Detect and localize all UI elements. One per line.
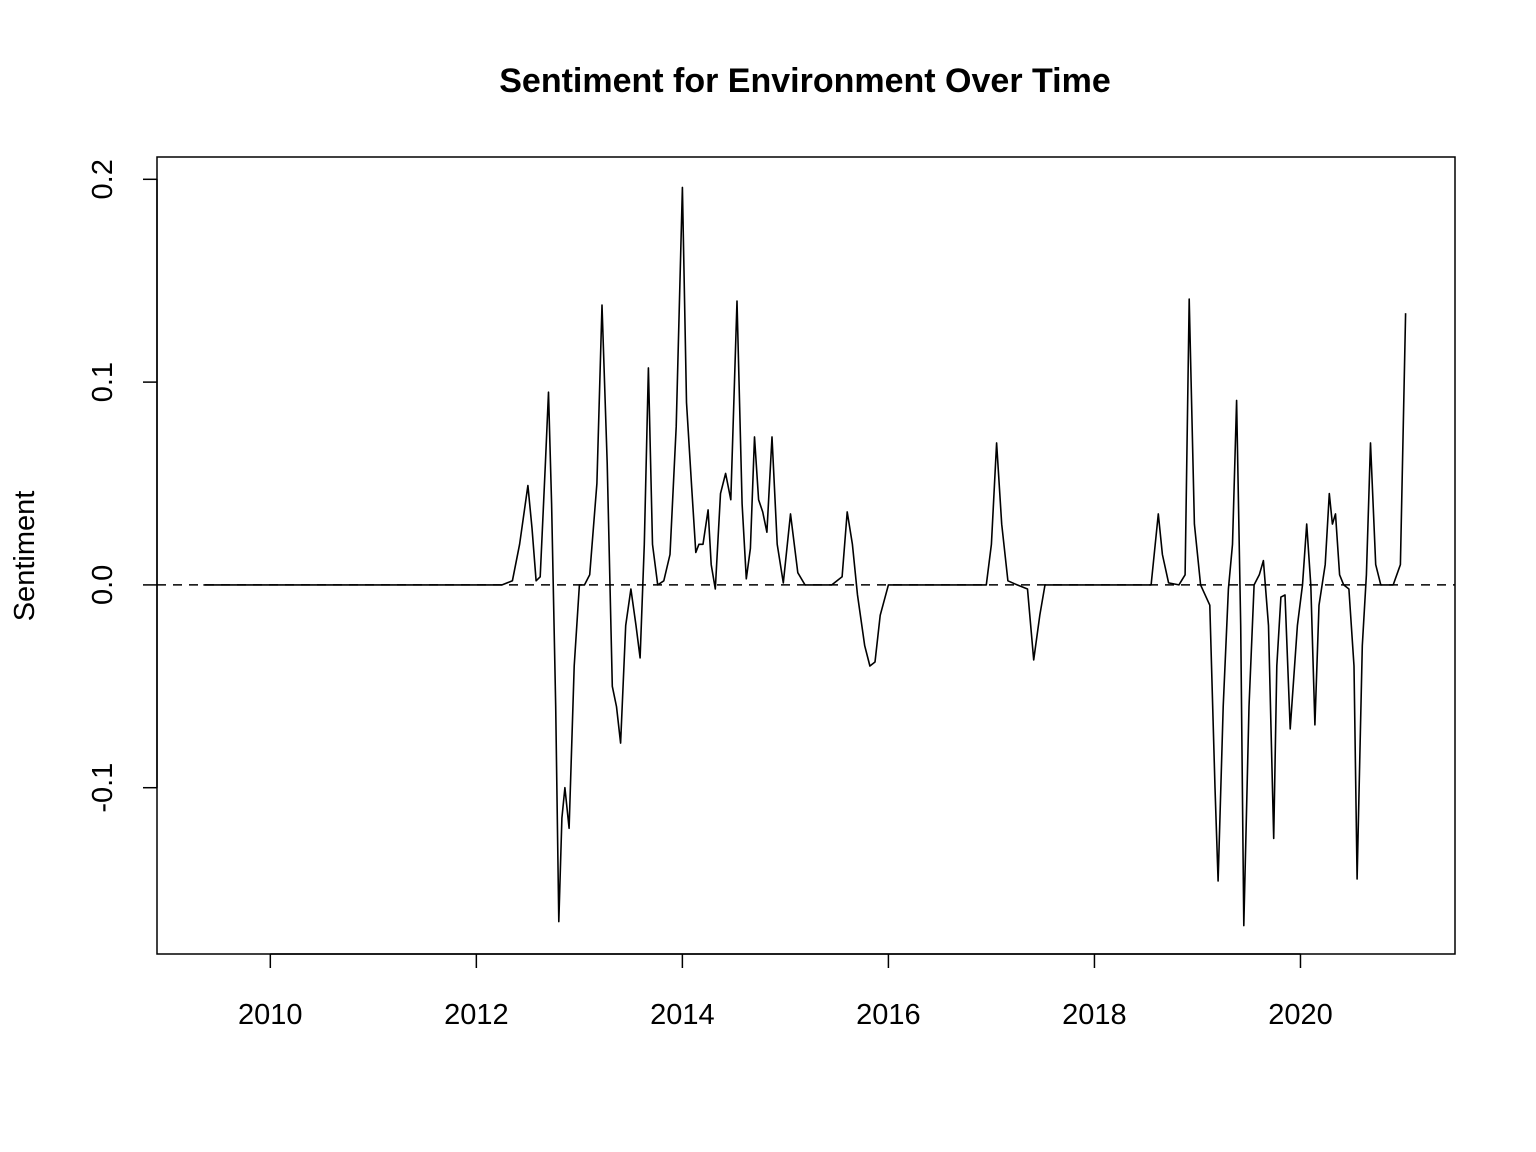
- series-line-0: [203, 186, 1407, 927]
- y-axis: -0.1 0.0 0.1 0.2: [87, 159, 158, 813]
- x-tick-label: 2012: [444, 999, 509, 1031]
- y-tick-label: 0.1: [87, 362, 119, 402]
- x-tick-label: 2016: [856, 999, 921, 1031]
- x-axis: 2010 2012 2014 2016 2018 2020: [238, 953, 1333, 1031]
- plot-frame: [156, 156, 1456, 955]
- y-tick-label: 0.0: [87, 565, 119, 605]
- x-tick-label: 2014: [650, 999, 715, 1031]
- y-tick-label: -0.1: [87, 763, 119, 813]
- series-layer: [203, 186, 1407, 927]
- y-tick-label: 0.2: [87, 159, 119, 199]
- x-tick-label: 2018: [1062, 999, 1127, 1031]
- x-tick-label: 2010: [238, 999, 303, 1031]
- chart-title: Sentiment for Environment Over Time: [499, 62, 1111, 100]
- y-axis-label: Sentiment: [9, 491, 41, 622]
- x-tick-label: 2020: [1268, 999, 1333, 1031]
